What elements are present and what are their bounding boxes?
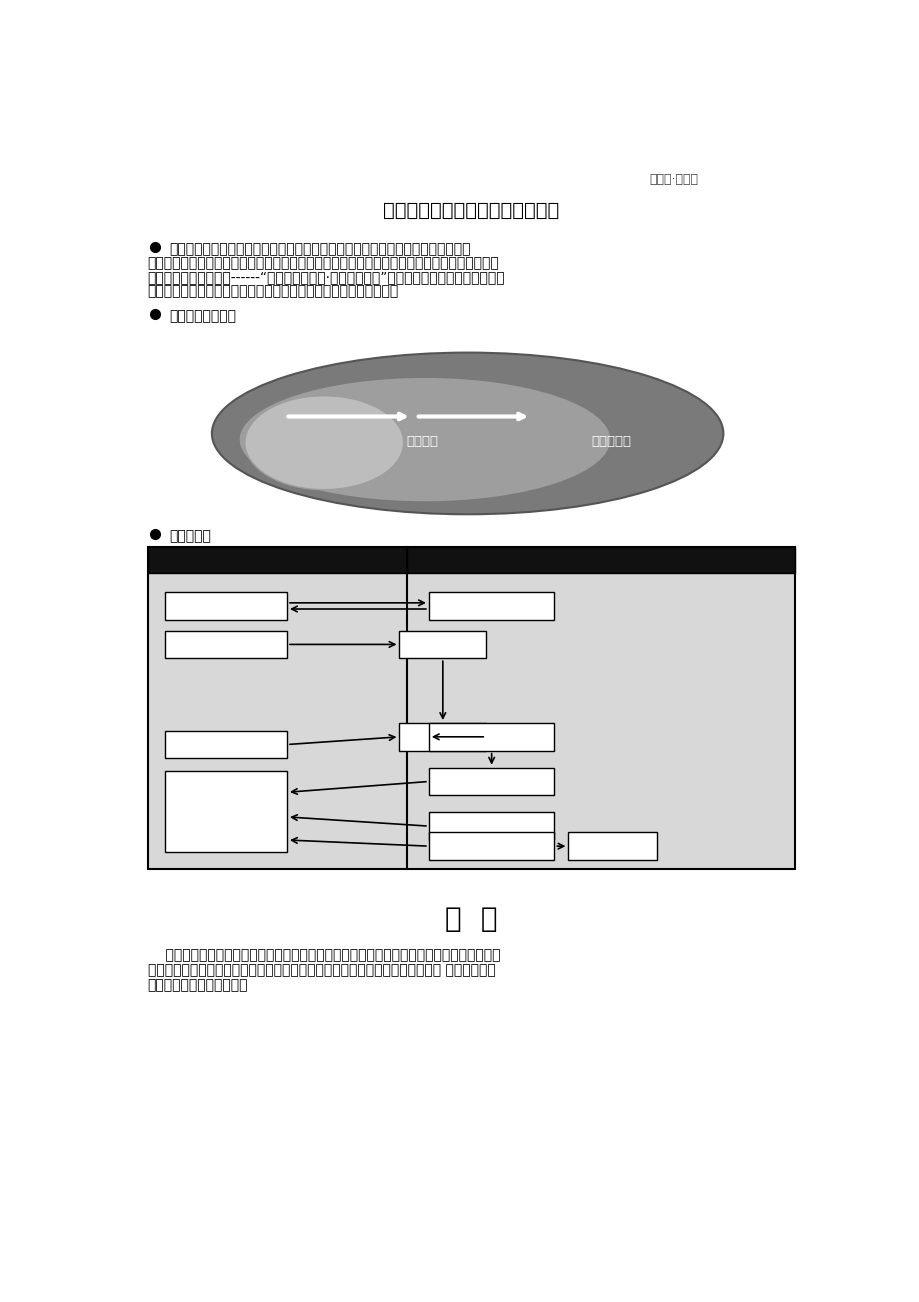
Text: 为帮助中国现代企业围绕学习型企业建设，以构筑现代企业培训体系，实施人才战略工程，: 为帮助中国现代企业围绕学习型企业建设，以构筑现代企业培训体系，实施人才战略工程， (147, 948, 500, 962)
FancyBboxPatch shape (165, 730, 287, 758)
Text: 服务概述：北京清大燕园教育研究院为国内企业建设企业大学，打造学习型组织而: 服务概述：北京清大燕园教育研究院为国内企业建设企业大学，打造学习型组织而 (169, 242, 471, 256)
Text: 精于心·专于行: 精于心·专于行 (649, 173, 698, 186)
Ellipse shape (239, 378, 610, 503)
Text: 学习型组织: 学习型组织 (590, 435, 630, 448)
Text: 企业大学: 企业大学 (406, 435, 438, 448)
Text: 共同协商: 共同协商 (426, 730, 459, 743)
Ellipse shape (211, 353, 722, 514)
FancyBboxPatch shape (165, 771, 287, 853)
FancyBboxPatch shape (147, 547, 795, 870)
Ellipse shape (244, 396, 403, 490)
FancyBboxPatch shape (428, 592, 554, 620)
Text: 客户方: 客户方 (264, 551, 290, 566)
Text: 初步方案: 初步方案 (475, 730, 507, 743)
Text: 清大燕园服务: 清大燕园服务 (573, 551, 628, 566)
Text: 进场调研: 进场调研 (426, 638, 459, 651)
FancyBboxPatch shape (399, 723, 486, 751)
FancyBboxPatch shape (407, 547, 795, 573)
Text: 建设企业大学的核心产------“创建学习型组织·企业大学系统”，并在此基础上，为众多大型企: 建设企业大学的核心产------“创建学习型组织·企业大学系统”，并在此基础上，… (147, 271, 505, 284)
FancyBboxPatch shape (147, 547, 407, 573)
FancyBboxPatch shape (428, 723, 554, 751)
FancyBboxPatch shape (428, 768, 554, 796)
Text: 长期跟踪: 长期跟踪 (596, 840, 629, 853)
Text: 基本模式：如图：: 基本模式：如图： (169, 310, 236, 323)
FancyBboxPatch shape (165, 592, 287, 620)
Text: 概  述: 概 述 (445, 905, 497, 932)
Text: 提出初步意见: 提出初步意见 (467, 599, 515, 612)
FancyBboxPatch shape (428, 832, 554, 861)
Text: 设立，通过全面的市场分析，审慎的研究，开发出国内第一套专门针对构筑企业全员培训体系、: 设立，通过全面的市场分析，审慎的研究，开发出国内第一套专门针对构筑企业全员培训体… (147, 256, 499, 271)
Text: 提供协助: 提供协助 (210, 738, 242, 751)
Text: 业集团，提供了建设企业大学的全案和议，取得了良好的社会效益。: 业集团，提供了建设企业大学的全案和议，取得了良好的社会效益。 (147, 284, 398, 298)
Text: 服务流程：: 服务流程： (169, 529, 210, 543)
Text: 实施方案: 实施方案 (210, 805, 242, 818)
FancyBboxPatch shape (568, 832, 657, 861)
Text: 客户初步资料: 客户初步资料 (201, 638, 250, 651)
Text: 实施评估: 实施评估 (475, 840, 507, 853)
Text: 实施跟踪/协助: 实施跟踪/协助 (465, 820, 517, 833)
FancyBboxPatch shape (399, 630, 486, 659)
Text: 教育研究院特草拟此方案。: 教育研究院特草拟此方案。 (147, 979, 248, 992)
FancyBboxPatch shape (428, 812, 554, 840)
FancyBboxPatch shape (165, 630, 287, 659)
Text: 清大燕园的建设企业大学服务提纲: 清大燕园的建设企业大学服务提纲 (383, 201, 559, 220)
Text: 客户需求: 客户需求 (210, 599, 242, 612)
Text: 创建学习型组织: 创建学习型组织 (298, 423, 350, 436)
Text: 通过全面知识管理和建设企业大学组织为企业可持续性发展提供有效的现实途径 北京清大燕园: 通过全面知识管理和建设企业大学组织为企业可持续性发展提供有效的现实途径 北京清大… (147, 963, 494, 978)
Text: 最终方案: 最终方案 (475, 775, 507, 788)
Text: 企业大学系统: 企业大学系统 (301, 437, 346, 450)
